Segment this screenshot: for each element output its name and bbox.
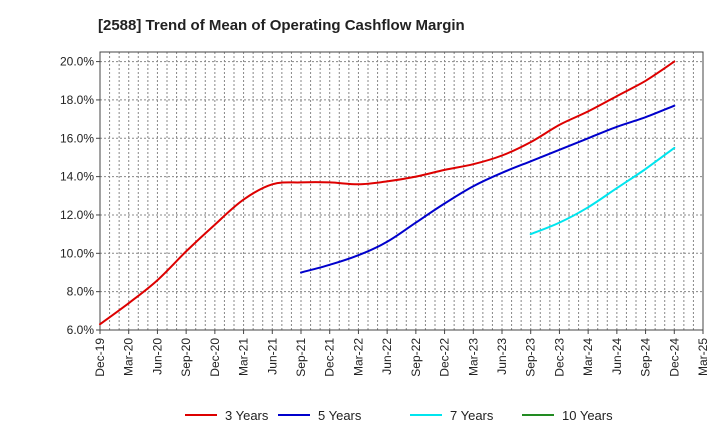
x-tick-label: Jun-21: [265, 338, 279, 375]
x-tick-label: Jun-24: [610, 338, 624, 375]
x-tick-label: Sep-21: [294, 338, 308, 377]
series-line-7-years: [529, 146, 676, 236]
y-tick-label: 20.0%: [60, 55, 94, 69]
x-tick-label: Sep-24: [639, 338, 653, 377]
x-tick-label: Mar-23: [466, 338, 480, 376]
x-tick-label: Dec-22: [438, 338, 452, 377]
x-axis: Dec-19 Mar-20 Jun-20 Sep-20 Dec-20 Mar-21 Jun-…: [93, 330, 710, 377]
x-tick-label: Mar-21: [237, 338, 251, 376]
plot-frame: [99, 51, 704, 331]
legend-label-3-years: 3 Years: [225, 408, 269, 423]
legend-label-7-years: 7 Years: [450, 408, 494, 423]
series-lines: [99, 60, 676, 326]
y-tick-label: 14.0%: [60, 170, 94, 184]
y-tick-label: 6.0%: [67, 323, 95, 337]
x-tick-label: Sep-22: [409, 338, 423, 377]
x-tick-label: Dec-21: [323, 338, 337, 377]
legend-label-10-years: 10 Years: [562, 408, 613, 423]
x-tick-label: Sep-23: [524, 338, 538, 377]
x-tick-label: Mar-25: [696, 338, 710, 376]
series-line-5-years: [300, 104, 676, 274]
x-tick-label: Mar-22: [351, 338, 365, 376]
legend-label-5-years: 5 Years: [318, 408, 362, 423]
x-tick-label: Jun-20: [150, 338, 164, 375]
y-tick-label: 12.0%: [60, 208, 94, 222]
x-tick-label: Dec-19: [93, 338, 107, 377]
series-line-3-years: [99, 60, 676, 326]
y-tick-label: 10.0%: [60, 246, 94, 260]
x-tick-label: Dec-24: [667, 338, 681, 377]
x-tick-label: Dec-23: [552, 338, 566, 377]
grid: [100, 52, 703, 331]
y-tick-label: 8.0%: [67, 285, 95, 299]
x-tick-label: Jun-22: [380, 338, 394, 375]
x-tick-label: Jun-23: [495, 338, 509, 375]
x-tick-label: Dec-20: [208, 338, 222, 377]
legend: 3 Years 5 Years 7 Years 10 Years: [185, 408, 613, 423]
y-axis: 6.0% 8.0% 10.0% 12.0% 14.0% 16.0% 18.0% 20.0%: [60, 55, 100, 337]
x-tick-label: Mar-24: [581, 338, 595, 376]
y-tick-label: 16.0%: [60, 131, 94, 145]
chart-title: [2588] Trend of Mean of Operating Cashfl…: [98, 17, 465, 34]
x-tick-label: Mar-20: [122, 338, 136, 376]
x-tick-label: Sep-20: [179, 338, 193, 377]
y-tick-label: 18.0%: [60, 93, 94, 107]
